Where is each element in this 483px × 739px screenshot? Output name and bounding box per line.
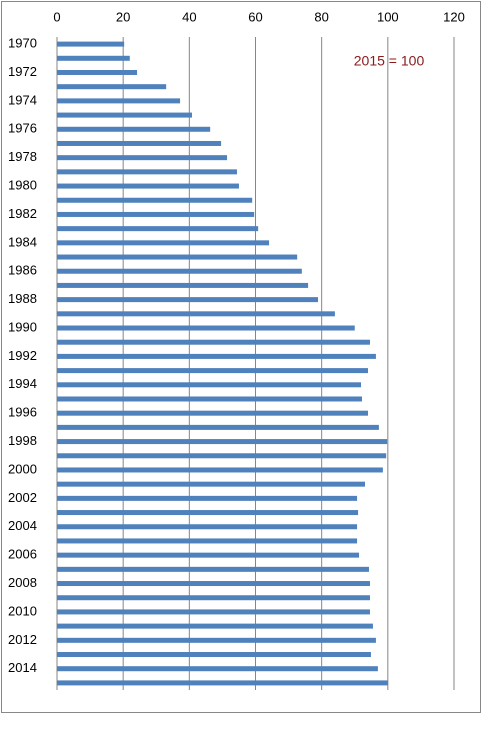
bar xyxy=(57,297,319,303)
bar xyxy=(57,98,181,104)
bar xyxy=(57,339,370,345)
y-tick-label: 2002 xyxy=(8,490,37,505)
bar xyxy=(57,652,371,658)
bar xyxy=(57,126,211,132)
bar xyxy=(57,41,125,47)
bar xyxy=(57,240,270,246)
bar xyxy=(57,666,378,672)
bar xyxy=(57,368,368,374)
bar xyxy=(57,410,368,416)
y-tick-label: 1990 xyxy=(8,319,37,334)
y-tick-label: 2014 xyxy=(8,660,37,675)
bar xyxy=(57,325,355,331)
bar xyxy=(57,538,358,544)
bar xyxy=(57,424,379,430)
y-tick-label: 2012 xyxy=(8,632,37,647)
bar xyxy=(57,581,370,587)
x-tick-label: 60 xyxy=(248,9,262,24)
bar xyxy=(57,453,387,459)
y-tick-label: 1996 xyxy=(8,405,37,420)
y-tick-label: 2008 xyxy=(8,575,37,590)
bar xyxy=(57,197,253,203)
bar xyxy=(57,609,370,615)
y-tick-label: 1982 xyxy=(8,206,37,221)
y-tick-label: 1980 xyxy=(8,177,37,192)
y-tick-label: 2010 xyxy=(8,603,37,618)
y-tick-label: 1976 xyxy=(8,121,37,136)
bar xyxy=(57,524,358,530)
y-tick-label: 1970 xyxy=(8,36,37,51)
bar xyxy=(57,169,237,175)
bar xyxy=(57,254,298,260)
annotation: 2015 = 100 xyxy=(354,53,425,69)
bar xyxy=(57,155,228,161)
bar xyxy=(57,183,239,189)
bar xyxy=(57,55,130,61)
y-tick-label: 1972 xyxy=(8,64,37,79)
y-tick-label: 1984 xyxy=(8,234,37,249)
bar xyxy=(57,396,363,402)
bar xyxy=(57,623,373,629)
y-tick-label: 2004 xyxy=(8,518,37,533)
x-tick-label: 20 xyxy=(116,9,130,24)
bar xyxy=(57,481,366,487)
bar xyxy=(57,510,359,516)
y-tick-label: 2006 xyxy=(8,547,37,562)
x-tick-label: 0 xyxy=(53,9,60,24)
y-tick-label: 1986 xyxy=(8,263,37,278)
x-tick-label: 120 xyxy=(443,9,465,24)
bar xyxy=(57,637,376,643)
y-tick-label: 1998 xyxy=(8,433,37,448)
x-tick-label: 40 xyxy=(182,9,196,24)
bar xyxy=(57,495,358,501)
x-tick-label: 80 xyxy=(314,9,328,24)
bar xyxy=(57,595,370,601)
bar xyxy=(57,112,192,118)
bar xyxy=(57,268,302,274)
bar xyxy=(57,467,383,473)
bar xyxy=(57,84,167,90)
bar xyxy=(57,226,259,232)
bar xyxy=(57,140,222,146)
y-tick-label: 1988 xyxy=(8,291,37,306)
bar xyxy=(57,566,369,572)
y-tick-label: 1978 xyxy=(8,149,37,164)
bar xyxy=(57,311,335,317)
bar xyxy=(57,552,360,558)
bar xyxy=(57,353,376,359)
bar xyxy=(57,211,255,217)
bar xyxy=(57,282,309,288)
y-tick-label: 1992 xyxy=(8,348,37,363)
bar xyxy=(57,680,388,686)
bar xyxy=(57,439,388,445)
bar xyxy=(57,69,138,75)
x-tick-label: 100 xyxy=(377,9,399,24)
y-tick-label: 1974 xyxy=(8,92,37,107)
y-tick-label: 1994 xyxy=(8,376,37,391)
y-tick-label: 2000 xyxy=(8,461,37,476)
bar xyxy=(57,382,362,388)
